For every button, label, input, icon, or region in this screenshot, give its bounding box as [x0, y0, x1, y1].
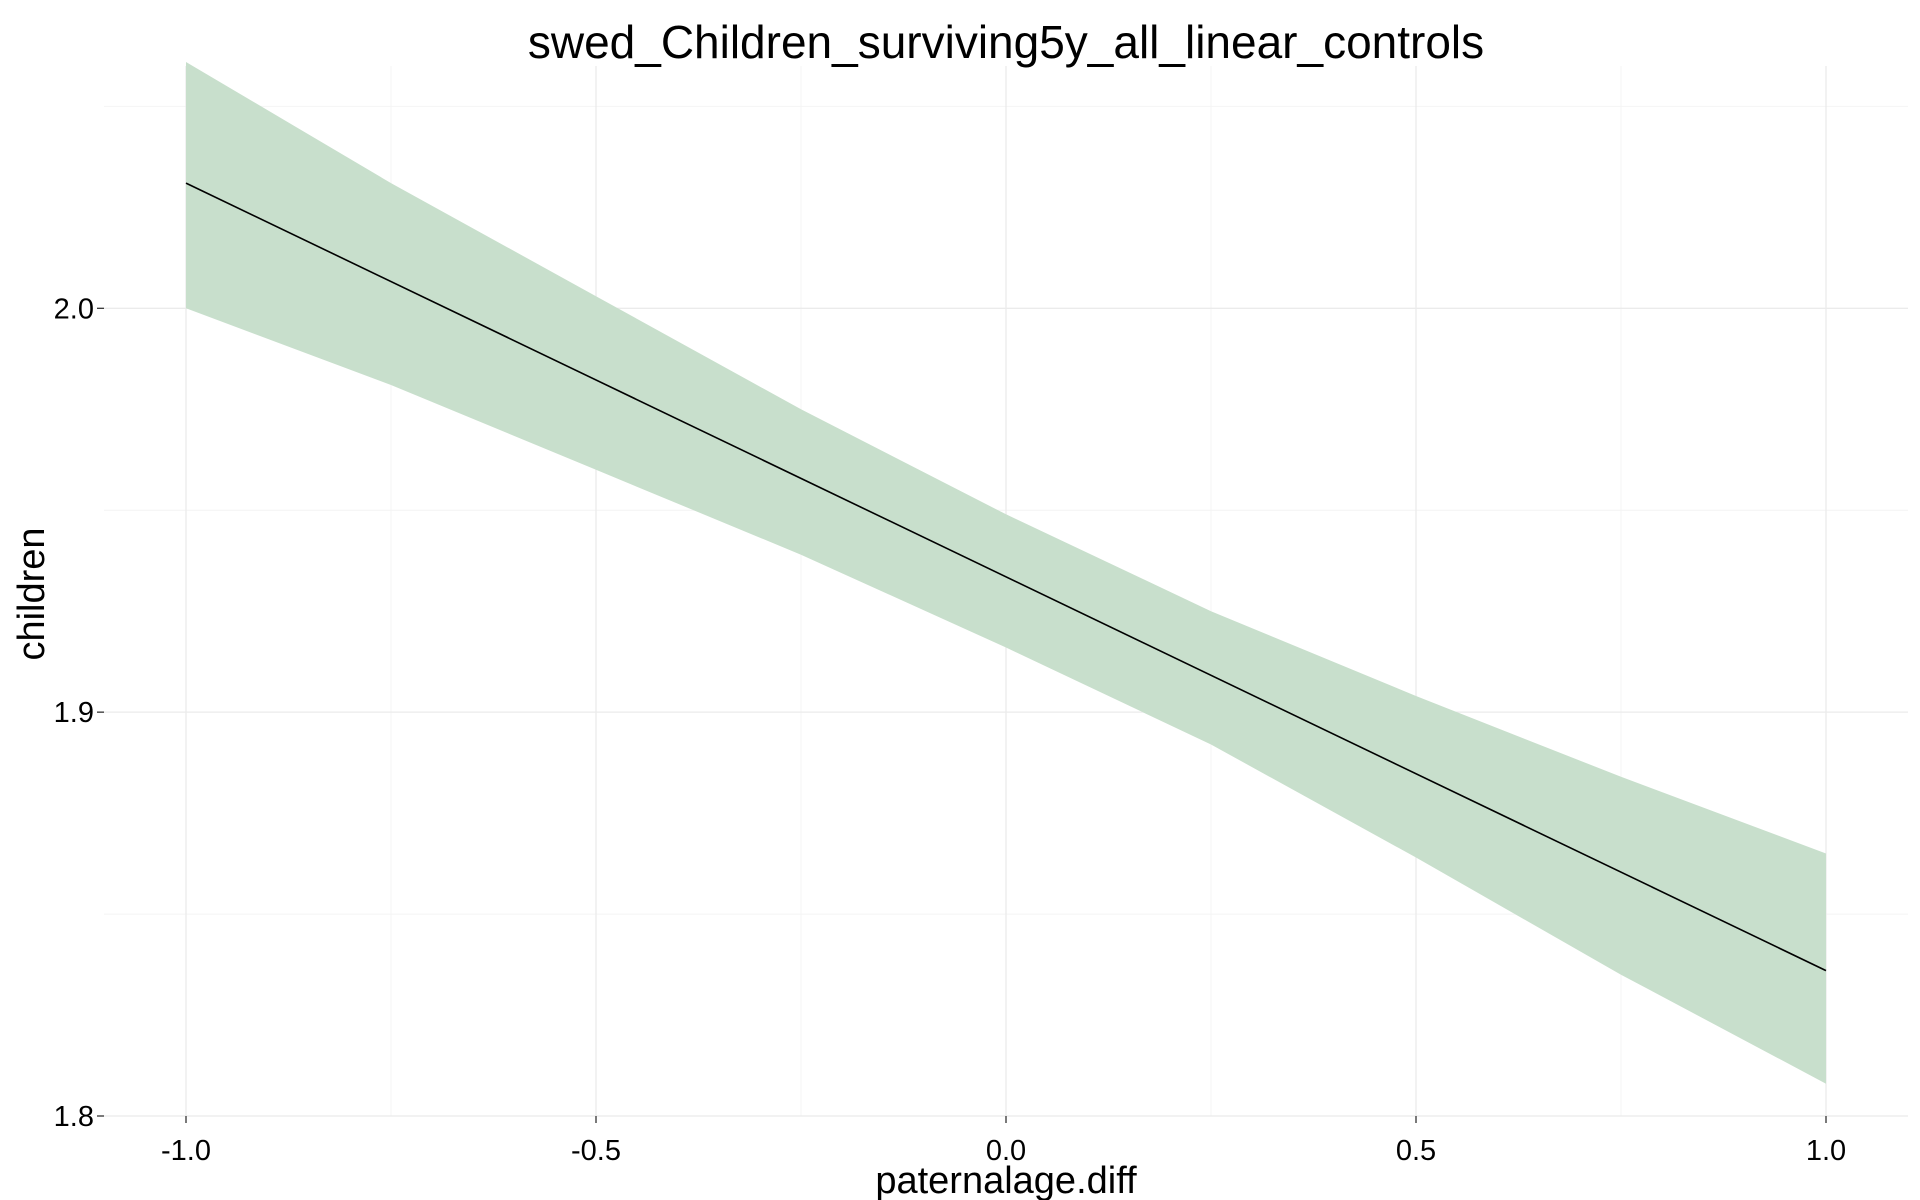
x-tick-label: -0.5: [571, 1135, 621, 1167]
y-axis: 1.8 1.9 2.0: [54, 293, 104, 1133]
y-axis-title: children: [11, 527, 53, 660]
x-axis-title: paternalage.diff: [875, 1160, 1137, 1200]
confidence-ribbon: [186, 62, 1826, 1084]
x-tick-label: -1.0: [161, 1135, 211, 1167]
x-tick-label: 0.5: [1396, 1135, 1436, 1167]
x-axis: -1.0 -0.5 0.0 0.5 1.0: [161, 1116, 1846, 1167]
fit-line: [185, 182, 1827, 972]
series-lines: [185, 182, 1827, 972]
confidence-band: [186, 62, 1826, 1084]
y-tick-label: 1.9: [54, 697, 94, 729]
chart-title: swed_Children_surviving5y_all_linear_con…: [528, 16, 1484, 68]
x-tick-label: 1.0: [1806, 1135, 1846, 1167]
y-tick-label: 1.8: [54, 1101, 94, 1133]
x-tick-label: 0.0: [986, 1135, 1026, 1167]
y-tick-label: 2.0: [54, 293, 94, 325]
